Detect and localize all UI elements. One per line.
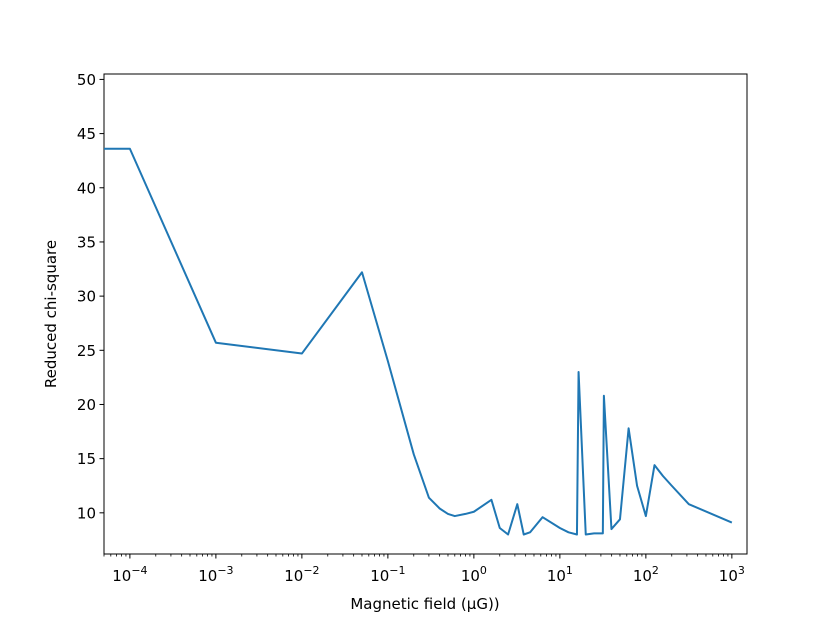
x-tick-label: 101 [547, 564, 573, 585]
x-tick-label: 10−1 [370, 564, 405, 585]
y-tick-label: 40 [77, 179, 96, 197]
chi-square-line [104, 147, 733, 536]
plot-area-frame [103, 73, 748, 555]
y-tick-label: 20 [77, 396, 96, 414]
y-tick-label: 10 [77, 504, 96, 522]
x-tick-label: 10−3 [198, 564, 233, 585]
y-tick-label: 15 [77, 450, 96, 468]
x-tick-label: 10−4 [112, 564, 147, 585]
y-tick-label: 30 [77, 288, 96, 306]
y-axis-ticks: 10 15 20 25 30 35 40 45 50 [77, 71, 104, 522]
y-tick-label: 35 [77, 233, 96, 251]
x-tick-label: 103 [719, 564, 745, 585]
x-tick-label: 10−2 [284, 564, 319, 585]
x-tick-label: 102 [633, 564, 659, 585]
x-axis-ticks: 10−4 10−3 10−2 10−1 100 101 102 103 [112, 554, 745, 585]
x-minor-ticks [103, 554, 729, 557]
y-axis-label: Reduced chi-square [42, 240, 60, 388]
x-axis-label: Magnetic field (μG)) [350, 595, 499, 613]
y-tick-label: 25 [77, 342, 96, 360]
y-tick-label: 50 [77, 71, 96, 89]
x-tick-label: 100 [461, 564, 487, 585]
y-tick-label: 45 [77, 125, 96, 143]
